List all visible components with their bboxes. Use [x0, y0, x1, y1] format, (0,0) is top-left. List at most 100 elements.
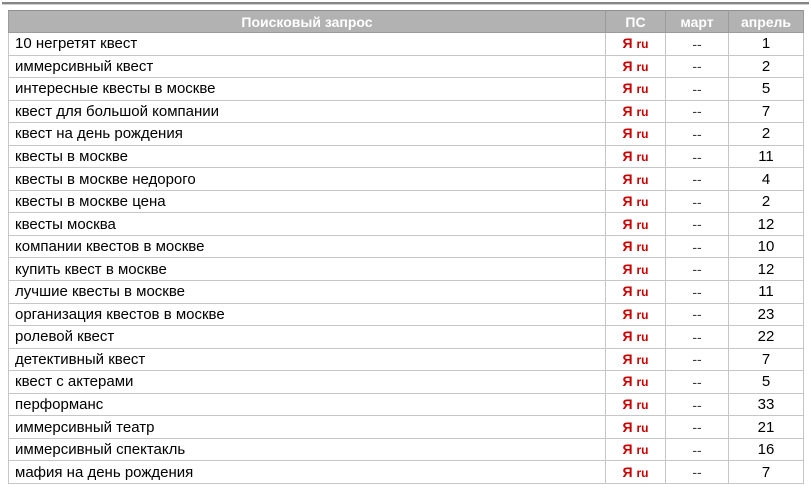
march-position-cell: -- [665, 437, 729, 462]
table-body: 10 негретят квест Я ru -- 1 иммерсивный … [8, 32, 804, 484]
yandex-ru-label: Я ru [623, 80, 649, 96]
march-position-cell: -- [665, 415, 729, 439]
yandex-ru-suffix: ru [636, 443, 649, 458]
yandex-ya-letter: Я [622, 283, 633, 300]
yandex-ru-label: Я ru [623, 441, 649, 457]
march-position-cell: -- [665, 370, 729, 394]
yandex-ru-label: Я ru [623, 103, 649, 119]
march-position-cell: -- [665, 212, 729, 236]
march-position-cell: -- [665, 77, 729, 101]
query-cell: организация квестов в москве [8, 302, 606, 327]
search-engine-cell: Я ru [605, 167, 666, 191]
april-position-cell: 12 [728, 257, 804, 282]
query-cell: квесты в москве [8, 144, 606, 169]
table-row: квесты москва Я ru -- 12 [8, 212, 804, 236]
march-position-cell: -- [665, 54, 729, 79]
search-engine-cell: Я ru [605, 392, 666, 417]
table-row: купить квест в москве Я ru -- 12 [8, 257, 804, 282]
yandex-ru-label: Я ru [623, 193, 649, 209]
table-row: 10 негретят квест Я ru -- 1 [8, 32, 804, 56]
table-header-row: Поисковый запрос ПС март апрель [8, 10, 804, 33]
march-position-cell: -- [665, 99, 729, 124]
table-row: иммерсивный спектакль Я ru -- 16 [8, 437, 804, 462]
yandex-ru-label: Я ru [623, 238, 649, 254]
yandex-ru-suffix: ru [636, 307, 649, 322]
yandex-ya-letter: Я [622, 125, 633, 142]
march-position-cell: -- [665, 302, 729, 327]
yandex-ru-suffix: ru [636, 195, 649, 210]
yandex-ya-letter: Я [622, 260, 633, 277]
yandex-ru-label: Я ru [623, 464, 649, 480]
april-position-cell: 2 [728, 54, 804, 79]
yandex-ya-letter: Я [622, 305, 633, 322]
yandex-ya-letter: Я [622, 80, 633, 97]
april-position-cell: 2 [728, 122, 804, 146]
yandex-ru-suffix: ru [636, 172, 649, 187]
march-position-cell: -- [665, 144, 729, 169]
table-row: иммерсивный театр Я ru -- 21 [8, 415, 804, 439]
yandex-ya-letter: Я [622, 328, 633, 345]
query-cell: купить квест в москве [8, 257, 606, 282]
yandex-ya-letter: Я [622, 441, 633, 458]
yandex-ya-letter: Я [622, 418, 633, 435]
column-header-ps: ПС [605, 10, 666, 33]
table-row: организация квестов в москве Я ru -- 23 [8, 302, 804, 327]
yandex-ru-label: Я ru [623, 261, 649, 277]
table-row: квесты в москве недорого Я ru -- 4 [8, 167, 804, 191]
april-position-cell: 12 [728, 212, 804, 236]
yandex-ru-label: Я ru [623, 396, 649, 412]
yandex-ru-suffix: ru [636, 398, 649, 413]
april-position-cell: 5 [728, 370, 804, 394]
yandex-ru-suffix: ru [636, 240, 649, 255]
yandex-ru-label: Я ru [623, 283, 649, 299]
search-engine-cell: Я ru [605, 370, 666, 394]
table-row: мафия на день рождения Я ru -- 7 [8, 460, 804, 484]
yandex-ya-letter: Я [622, 396, 633, 413]
search-engine-cell: Я ru [605, 302, 666, 327]
yandex-ru-label: Я ru [623, 148, 649, 164]
search-engine-cell: Я ru [605, 415, 666, 439]
yandex-ya-letter: Я [622, 350, 633, 367]
april-position-cell: 21 [728, 415, 804, 439]
yandex-ru-suffix: ru [636, 375, 649, 390]
yandex-ya-letter: Я [622, 35, 633, 52]
search-engine-cell: Я ru [605, 32, 666, 56]
april-position-cell: 23 [728, 302, 804, 327]
table-row: компании квестов в москве Я ru -- 10 [8, 234, 804, 259]
table-row: ролевой квест Я ru -- 22 [8, 325, 804, 349]
table-row: квесты в москве Я ru -- 11 [8, 144, 804, 169]
query-cell: квесты в москве недорого [8, 167, 606, 191]
april-position-cell: 7 [728, 347, 804, 372]
march-position-cell: -- [665, 392, 729, 417]
yandex-ru-label: Я ru [623, 125, 649, 141]
april-position-cell: 2 [728, 189, 804, 214]
yandex-ya-letter: Я [622, 170, 633, 187]
search-engine-cell: Я ru [605, 122, 666, 146]
yandex-ya-letter: Я [622, 102, 633, 119]
yandex-ru-suffix: ru [636, 330, 649, 345]
yandex-ya-letter: Я [622, 215, 633, 232]
top-divider [2, 2, 809, 5]
yandex-ru-suffix: ru [636, 465, 649, 480]
query-cell: иммерсивный квест [8, 54, 606, 79]
query-cell: квесты в москве цена [8, 189, 606, 214]
search-engine-cell: Я ru [605, 189, 666, 214]
yandex-ru-suffix: ru [636, 217, 649, 232]
query-cell: перформанс [8, 392, 606, 417]
search-engine-cell: Я ru [605, 54, 666, 79]
table-row: квест для большой компании Я ru -- 7 [8, 99, 804, 124]
search-engine-cell: Я ru [605, 144, 666, 169]
query-cell: квест с актерами [8, 370, 606, 394]
search-engine-cell: Я ru [605, 212, 666, 236]
yandex-ru-label: Я ru [623, 216, 649, 232]
query-cell: интересные квесты в москве [8, 77, 606, 101]
march-position-cell: -- [665, 347, 729, 372]
march-position-cell: -- [665, 460, 729, 484]
yandex-ru-suffix: ru [636, 285, 649, 300]
query-cell: детективный квест [8, 347, 606, 372]
search-engine-cell: Я ru [605, 257, 666, 282]
column-header-march: март [665, 10, 729, 33]
table-row: иммерсивный квест Я ru -- 2 [8, 54, 804, 79]
column-header-april: апрель [728, 10, 804, 33]
april-position-cell: 33 [728, 392, 804, 417]
